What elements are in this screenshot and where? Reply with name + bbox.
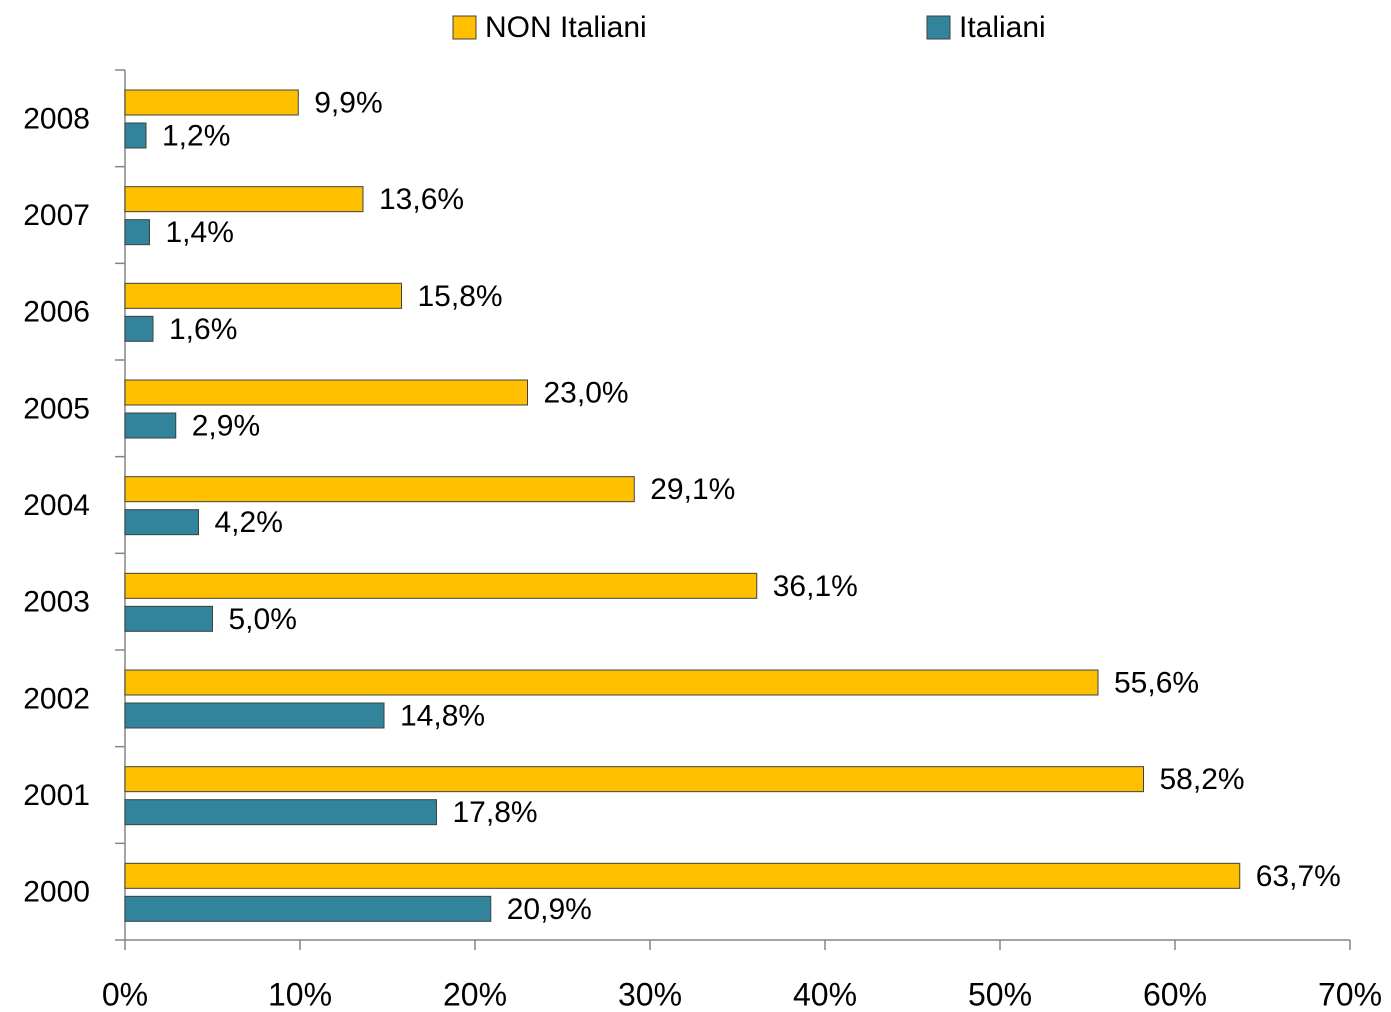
- y-tick-label: 2001: [23, 779, 90, 812]
- bar: [124, 186, 364, 213]
- value-label: 4,2%: [215, 506, 283, 539]
- value-label: 5,0%: [229, 603, 297, 636]
- value-label: 29,1%: [650, 473, 735, 506]
- legend-swatch: [926, 15, 951, 40]
- x-tick-label: 50%: [968, 976, 1032, 1012]
- bar: [124, 379, 528, 406]
- y-tick-label: 2006: [23, 296, 90, 329]
- value-label: 20,9%: [507, 893, 592, 926]
- value-label: 55,6%: [1114, 666, 1199, 699]
- value-label: 17,8%: [453, 796, 538, 829]
- value-label: 2,9%: [192, 409, 260, 442]
- y-tick-label: 2002: [23, 682, 90, 715]
- value-label: 23,0%: [544, 376, 629, 409]
- x-tick-label: 20%: [443, 976, 507, 1012]
- y-tick-label: 2007: [23, 199, 90, 232]
- value-label: 36,1%: [773, 570, 858, 603]
- value-label: 1,4%: [166, 216, 234, 249]
- x-tick-label: 30%: [618, 976, 682, 1012]
- bar: [124, 122, 147, 149]
- x-tick-label: 40%: [793, 976, 857, 1012]
- legend-label: Italiani: [959, 11, 1046, 44]
- x-tick-label: 0%: [102, 976, 148, 1012]
- bar: [124, 669, 1099, 696]
- bar: [124, 219, 150, 246]
- x-tick-label: 60%: [1143, 976, 1207, 1012]
- bar: [124, 895, 492, 922]
- y-tick-label: 2005: [23, 392, 90, 425]
- x-tick-label: 70%: [1318, 976, 1382, 1012]
- y-tick-label: 2000: [23, 876, 90, 909]
- bar: [124, 862, 1241, 889]
- bar: [124, 315, 154, 342]
- y-tick-label: 2003: [23, 586, 90, 619]
- y-tick-label: 2008: [23, 102, 90, 135]
- bar: [124, 509, 199, 536]
- bar: [124, 766, 1144, 793]
- value-label: 1,2%: [162, 119, 230, 152]
- bar: [124, 572, 758, 599]
- legend-swatch: [452, 15, 477, 40]
- value-label: 15,8%: [418, 280, 503, 313]
- bar: [124, 282, 402, 309]
- value-label: 9,9%: [314, 86, 382, 119]
- bar: [124, 702, 385, 729]
- legend-label: NON Italiani: [485, 11, 647, 44]
- bar: [124, 476, 635, 503]
- value-label: 58,2%: [1160, 763, 1245, 796]
- bar: [124, 799, 437, 826]
- bar: [124, 89, 299, 116]
- value-label: 63,7%: [1256, 860, 1341, 893]
- bar: [124, 605, 213, 632]
- x-tick-label: 10%: [268, 976, 332, 1012]
- bar: [124, 412, 177, 439]
- value-label: 13,6%: [379, 183, 464, 216]
- y-tick-label: 2004: [23, 489, 90, 522]
- value-label: 1,6%: [169, 313, 237, 346]
- value-label: 14,8%: [400, 699, 485, 732]
